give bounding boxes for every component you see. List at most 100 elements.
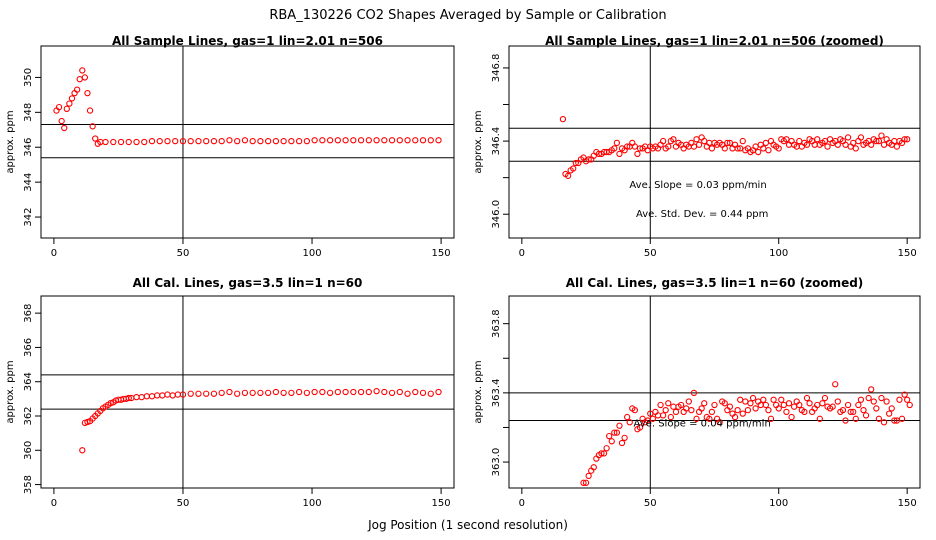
data-point (801, 408, 808, 416)
data-point (169, 392, 176, 399)
data-point (179, 137, 187, 145)
data-point (631, 143, 639, 150)
data-point (724, 139, 731, 147)
data-point (731, 413, 739, 421)
x-tick-label: 150 (432, 248, 451, 259)
data-point (621, 434, 628, 441)
data-point (303, 389, 311, 397)
data-point (319, 388, 326, 396)
data-point (811, 141, 818, 148)
data-point (570, 165, 577, 172)
data-point (670, 403, 677, 410)
data-point (249, 389, 256, 397)
data-point (767, 137, 775, 145)
data-point (670, 136, 677, 143)
data-point (850, 408, 857, 416)
data-point (690, 143, 698, 150)
y-axis-label: approx. ppm (5, 360, 16, 423)
data-point (636, 424, 644, 431)
y-tick-label: 358 (23, 475, 34, 494)
data-point (788, 413, 795, 421)
data-point (706, 139, 713, 147)
data-point (680, 145, 687, 152)
data-point (326, 137, 334, 144)
data-point (611, 145, 618, 152)
data-point (873, 405, 880, 412)
data-point (644, 147, 651, 154)
data-point (765, 407, 772, 414)
data-point (148, 393, 156, 400)
data-point (770, 396, 777, 403)
data-point (117, 138, 125, 146)
data-point (203, 137, 210, 145)
data-point (412, 388, 419, 396)
data-point (834, 141, 841, 148)
data-point (783, 408, 790, 416)
data-point (850, 139, 857, 147)
data-point (721, 400, 728, 407)
data-point (785, 400, 793, 407)
data-point (749, 394, 757, 402)
data-point (203, 390, 210, 397)
data-point (744, 407, 752, 414)
data-point (195, 137, 202, 145)
data-point (326, 389, 334, 397)
data-point (89, 123, 96, 130)
plot-frame (508, 295, 921, 489)
data-point (896, 396, 903, 403)
data-point (708, 408, 716, 416)
data-point (904, 136, 911, 143)
data-point (839, 407, 847, 414)
data-point (826, 136, 834, 143)
panel-3: All Cal. Lines, gas=3.5 lin=1 n=60 0 50 100… (5, 276, 455, 509)
data-point (218, 137, 225, 145)
data-point (765, 147, 772, 154)
data-point (734, 145, 741, 152)
data-point (693, 136, 700, 143)
y-axis-label: approx. ppm (473, 110, 484, 173)
data-point (172, 137, 179, 145)
data-point (790, 403, 798, 410)
data-point (311, 137, 318, 144)
annotation: Ave. Std. Dev. = 0.44 ppm (636, 209, 768, 220)
data-point (760, 145, 767, 152)
data-point (435, 137, 442, 144)
data-point (334, 388, 341, 396)
y-tick-label: 346.0 (491, 200, 502, 229)
x-tick-label: 50 (644, 498, 657, 509)
data-point (796, 401, 803, 409)
data-point (342, 388, 349, 396)
data-point (847, 408, 854, 416)
y-tick-label: 346.4 (491, 127, 502, 156)
data-point (832, 381, 839, 388)
data-point (63, 105, 70, 112)
data-point (657, 401, 664, 409)
panel-title: All Sample Lines, gas=1 lin=2.01 n=506 (112, 34, 383, 48)
data-point (218, 389, 225, 397)
data-point (572, 159, 579, 167)
data-point (816, 415, 823, 422)
data-point (226, 137, 233, 144)
data-point (79, 447, 86, 454)
y-tick-label: 346 (23, 138, 34, 157)
data-point (752, 143, 759, 150)
x-tick-label: 50 (644, 248, 657, 259)
x-tick-label: 100 (302, 248, 321, 259)
y-tick-label: 348 (23, 103, 34, 122)
plot-frame (40, 45, 455, 239)
data-point (857, 396, 865, 403)
data-point (829, 403, 836, 410)
data-point (819, 400, 826, 407)
data-point (742, 398, 749, 405)
data-point (249, 137, 256, 145)
data-point (559, 115, 567, 123)
data-point (860, 407, 867, 414)
data-point (365, 137, 372, 144)
y-tick-label: 362 (23, 406, 34, 425)
x-tick-label: 0 (51, 498, 57, 509)
data-point (58, 117, 65, 125)
data-point (76, 76, 83, 83)
data-point (803, 141, 811, 148)
data-point (92, 135, 99, 142)
